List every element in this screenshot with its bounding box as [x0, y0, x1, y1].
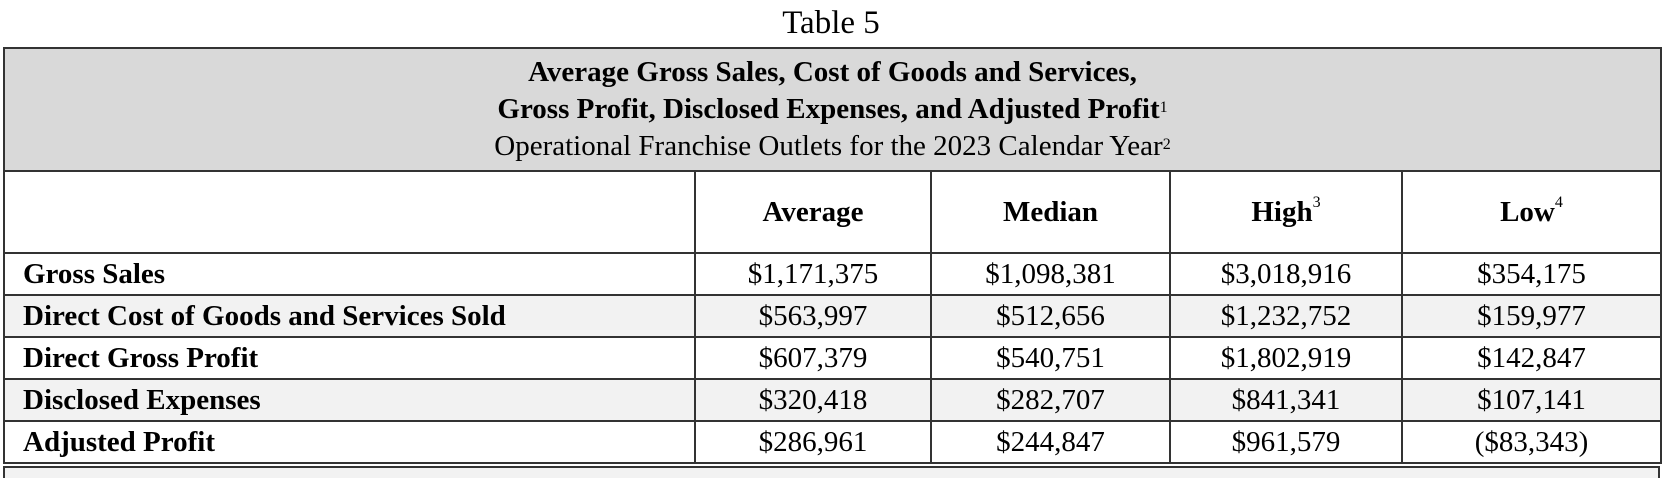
- financial-table: Average Gross Sales, Cost of Goods and S…: [3, 47, 1662, 464]
- cell-average: $320,418: [694, 378, 932, 422]
- cell-high: $841,341: [1169, 378, 1403, 422]
- table-header: Average Gross Sales, Cost of Goods and S…: [3, 47, 1662, 172]
- table-row: Adjusted Profit $286,961 $244,847 $961,5…: [3, 420, 1662, 464]
- footnote-ref: 4: [1554, 193, 1563, 211]
- cell-low: $354,175: [1401, 252, 1662, 296]
- cell-low: $142,847: [1401, 336, 1662, 380]
- table-title-cell: Average Gross Sales, Cost of Goods and S…: [3, 47, 1662, 172]
- cell-high: $1,802,919: [1169, 336, 1403, 380]
- row-label: Direct Cost of Goods and Services Sold: [3, 294, 696, 338]
- footnote-ref: 1: [1159, 99, 1168, 116]
- cell-high: $961,579: [1169, 420, 1403, 464]
- cell-median: $244,847: [930, 420, 1171, 464]
- column-label: High: [1251, 195, 1313, 228]
- cell-high: $3,018,916: [1169, 252, 1403, 296]
- table-row: Gross Sales $1,171,375 $1,098,381 $3,018…: [3, 252, 1662, 296]
- column-label: Low: [1500, 195, 1555, 228]
- cell-median: $540,751: [930, 336, 1171, 380]
- cell-median: $282,707: [930, 378, 1171, 422]
- cell-average: $286,961: [694, 420, 932, 464]
- row-label: Disclosed Expenses: [3, 378, 696, 422]
- subtitle-text: Operational Franchise Outlets for the 20…: [494, 130, 1163, 162]
- cell-average: $563,997: [694, 294, 932, 338]
- cell-average: $1,171,375: [694, 252, 932, 296]
- table-continuation-band: [3, 466, 1660, 478]
- table-caption: Table 5: [782, 5, 880, 41]
- table-title-line1: Average Gross Sales, Cost of Goods and S…: [528, 56, 1137, 88]
- footnote-ref: 2: [1162, 136, 1171, 153]
- table-title-line2: Gross Profit, Disclosed Expenses, and Ad…: [5, 91, 1660, 128]
- cell-low: $107,141: [1401, 378, 1662, 422]
- column-label: Median: [1002, 195, 1099, 228]
- column-header-high: High3: [1169, 170, 1403, 254]
- column-header-row: Average Median High3 Low4: [3, 170, 1662, 254]
- table-subtitle: Operational Franchise Outlets for the 20…: [5, 128, 1660, 165]
- cell-low: $159,977: [1401, 294, 1662, 338]
- cell-median: $1,098,381: [930, 252, 1171, 296]
- column-label: Average: [762, 195, 864, 228]
- cell-average: $607,379: [694, 336, 932, 380]
- row-label: Direct Gross Profit: [3, 336, 696, 380]
- row-label: Adjusted Profit: [3, 420, 696, 464]
- column-header-median: Median: [930, 170, 1171, 254]
- table-row: Direct Cost of Goods and Services Sold $…: [3, 294, 1662, 338]
- row-label: Gross Sales: [3, 252, 696, 296]
- column-header-blank: [3, 170, 696, 254]
- table-row: Direct Gross Profit $607,379 $540,751 $1…: [3, 336, 1662, 380]
- cell-low: ($83,343): [1401, 420, 1662, 464]
- table-row: Disclosed Expenses $320,418 $282,707 $84…: [3, 378, 1662, 422]
- cell-median: $512,656: [930, 294, 1171, 338]
- cell-high: $1,232,752: [1169, 294, 1403, 338]
- column-header-low: Low4: [1401, 170, 1662, 254]
- footnote-ref: 3: [1312, 193, 1321, 211]
- title-line2-text: Gross Profit, Disclosed Expenses, and Ad…: [497, 93, 1160, 125]
- column-header-average: Average: [694, 170, 932, 254]
